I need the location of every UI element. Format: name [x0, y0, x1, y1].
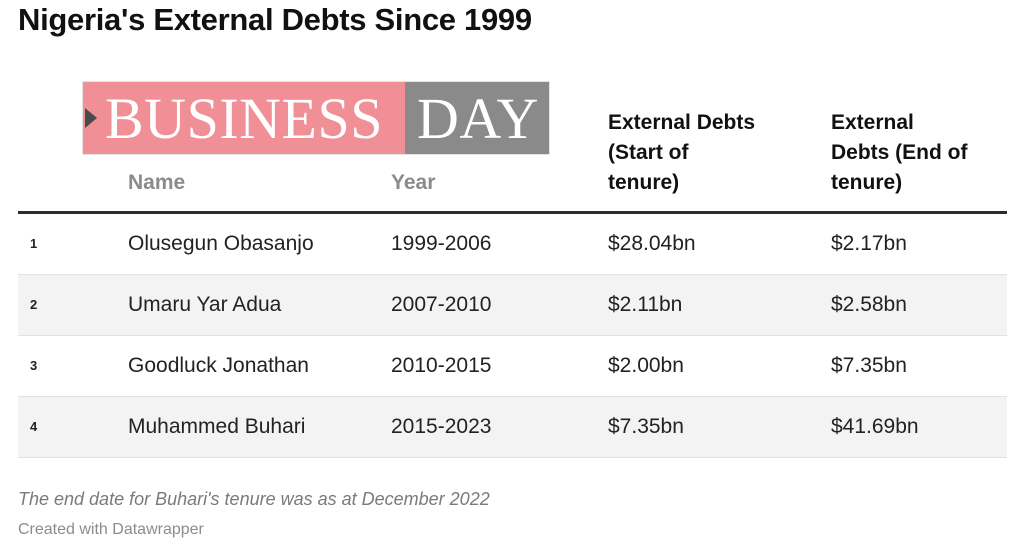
credit-link[interactable]: Created with Datawrapper: [18, 521, 204, 538]
logo-brand-right: DAY: [417, 86, 539, 151]
row-start-debt: $2.11bn: [608, 293, 683, 316]
column-header-start-line: tenure): [608, 171, 680, 194]
row-name: Goodluck Jonathan: [128, 354, 309, 377]
logo-right-panel: [405, 82, 549, 154]
column-header-end-line: External: [831, 111, 914, 134]
logo-text: BUSINESS DAY: [105, 86, 538, 151]
table-row: 4 Muhammed Buhari 2015-2023 $7.35bn $41.…: [18, 397, 1007, 458]
column-header-end-line: tenure): [831, 171, 903, 194]
businessday-logo: BUSINESS DAY: [82, 81, 550, 155]
column-header-end-line: Debts (End of: [831, 141, 968, 164]
logo-brand-left: BUSINESS: [105, 86, 383, 151]
row-year: 1999-2006: [391, 232, 492, 255]
row-start-debt: $7.35bn: [608, 415, 684, 438]
table-row: 2 Umaru Yar Adua 2007-2010 $2.11bn $2.58…: [18, 275, 1007, 336]
header-rule: [18, 211, 1007, 214]
row-start-debt: $28.04bn: [608, 232, 696, 255]
row-name: Olusegun Obasanjo: [128, 232, 314, 255]
column-header-name[interactable]: Name: [128, 171, 186, 194]
column-header-start-line: (Start of: [608, 141, 689, 164]
row-number: 4: [30, 419, 38, 434]
table-row: 3 Goodluck Jonathan 2010-2015 $2.00bn $7…: [18, 336, 1007, 397]
footnote: The end date for Buhari's tenure was as …: [18, 489, 490, 509]
row-end-debt: $7.35bn: [831, 354, 907, 377]
row-name: Muhammed Buhari: [128, 415, 306, 438]
row-number: 2: [30, 297, 38, 312]
row-number: 1: [30, 236, 38, 251]
row-year: 2007-2010: [391, 293, 492, 316]
row-end-debt: $41.69bn: [831, 415, 919, 438]
row-start-debt: $2.00bn: [608, 354, 684, 377]
page-title: Nigeria's External Debts Since 1999: [18, 2, 532, 37]
row-end-debt: $2.58bn: [831, 293, 907, 316]
row-end-debt: $2.17bn: [831, 232, 907, 255]
column-header-end-debt[interactable]: External Debts (End of tenure): [831, 108, 968, 198]
column-header-start-debt[interactable]: External Debts (Start of tenure): [608, 108, 755, 198]
row-name: Umaru Yar Adua: [128, 293, 282, 316]
table-row: 1 Olusegun Obasanjo 1999-2006 $28.04bn $…: [18, 214, 1007, 275]
row-year: 2010-2015: [391, 354, 492, 377]
row-year: 2015-2023: [391, 415, 492, 438]
column-header-start-line: External Debts: [608, 111, 756, 134]
column-header-year[interactable]: Year: [391, 171, 436, 194]
logo-left-panel: [83, 82, 405, 154]
row-number: 3: [30, 358, 38, 373]
logo-arrow-icon: [85, 108, 97, 128]
